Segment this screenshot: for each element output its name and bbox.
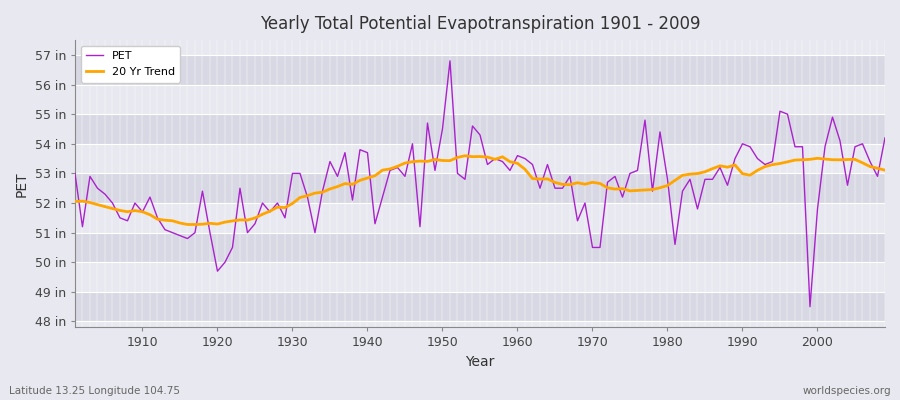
Line: PET: PET [75,61,885,307]
Text: Latitude 13.25 Longitude 104.75: Latitude 13.25 Longitude 104.75 [9,386,180,396]
Text: worldspecies.org: worldspecies.org [803,386,891,396]
20 Yr Trend [527,176,538,181]
20 Yr Trend [879,168,890,172]
Bar [75,292,885,322]
PET [609,174,620,179]
PET [294,171,305,176]
PET [519,156,530,161]
20 Yr Trend [519,167,530,172]
Line: 20 Yr Trend: 20 Yr Trend [75,156,885,224]
Bar [75,144,885,173]
PET [69,171,80,176]
PET [805,304,815,309]
Bar [75,233,885,262]
Bar [75,173,885,203]
20 Yr Trend [302,193,313,198]
PET [130,201,140,206]
Bar [75,55,885,84]
X-axis label: Year: Year [465,355,495,369]
Bar [75,114,885,144]
Title: Yearly Total Potential Evapotranspiration 1901 - 2009: Yearly Total Potential Evapotranspiratio… [260,15,700,33]
20 Yr Trend [460,153,471,158]
20 Yr Trend [617,186,628,191]
PET [445,58,455,63]
Legend: PET, 20 Yr Trend: PET, 20 Yr Trend [80,46,180,82]
20 Yr Trend [182,222,193,227]
Bar [75,84,885,114]
PET [512,153,523,158]
20 Yr Trend [347,182,358,187]
Bar [75,262,885,292]
Bar [75,203,885,233]
PET [339,150,350,155]
20 Yr Trend [69,199,80,204]
20 Yr Trend [130,208,140,213]
PET [879,136,890,140]
Y-axis label: PET: PET [15,171,29,196]
